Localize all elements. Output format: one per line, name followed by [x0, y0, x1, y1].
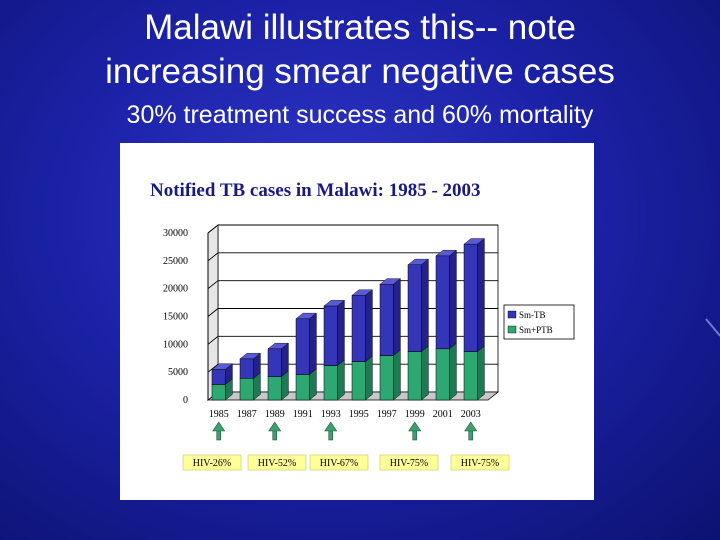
bar-sm-pos-ptb: [267, 376, 282, 401]
bar-sm-pos-ptb: [323, 365, 338, 401]
x-tick-label: 1989: [265, 409, 285, 420]
bar-sm-pos-ptb: [239, 378, 254, 401]
hiv-label-box: [379, 454, 439, 471]
gridline: [207, 252, 498, 262]
bar-sm-neg-tb-side: [337, 299, 345, 366]
bar-sm-neg-tb-side: [393, 278, 401, 356]
y-tick-label: 30000: [163, 228, 188, 239]
x-tick-label: 1995: [349, 409, 369, 420]
x-tick-label: 2003: [461, 409, 481, 420]
bar-sm-neg-tb: [379, 283, 394, 356]
gridline: [207, 224, 498, 234]
annotation-arrow-head: [268, 421, 282, 432]
chart-panel: Notified TB cases in Malawi: 1985 - 2003…: [120, 143, 594, 500]
bar-sm-neg-tb-side: [253, 352, 261, 379]
bar-sm-neg-tb: [267, 348, 282, 377]
bar-sm-pos-ptb-side: [421, 345, 429, 401]
hiv-label-box: [247, 454, 307, 471]
tb-cases-chart: Notified TB cases in Malawi: 1985 - 2003…: [150, 180, 575, 471]
hiv-label: HIV-75%: [390, 458, 429, 469]
bar-sm-neg-tb-side: [225, 363, 233, 385]
bar-sm-pos-ptb: [295, 374, 310, 401]
bar-sm-pos-ptb-side: [337, 359, 345, 401]
hiv-label: HIV-75%: [461, 458, 500, 469]
gridline: [207, 335, 498, 345]
bar-sm-pos-ptb: [463, 351, 478, 401]
y-tick-label: 15000: [163, 312, 188, 323]
bar-sm-neg-tb-side: [449, 249, 457, 350]
gridline: [207, 308, 498, 317]
bar-sm-pos-ptb-side: [449, 342, 457, 401]
annotation-arrow-head: [408, 421, 422, 432]
bar-sm-pos-ptb: [379, 355, 394, 401]
bar-sm-pos-ptb: [351, 361, 366, 401]
y-tick-label: 25000: [163, 256, 188, 267]
hiv-label: HIV-26%: [193, 458, 232, 469]
hiv-label-box: [450, 454, 510, 471]
bar-sm-neg-tb-side: [309, 312, 317, 375]
bar-sm-neg-tb: [323, 305, 338, 366]
hiv-label-box: [309, 454, 369, 471]
legend-box: [503, 304, 575, 340]
decorative-line: [705, 318, 720, 337]
bar-sm-neg-tb: [239, 358, 254, 379]
bar-sm-pos-ptb: [407, 351, 422, 401]
bar-sm-pos-ptb-side: [365, 355, 373, 401]
annotation-arrow-shaft: [468, 429, 474, 441]
bar-sm-pos-ptb-side: [477, 345, 485, 401]
annotation-arrow-shaft: [216, 429, 222, 441]
hiv-label-box: [182, 454, 242, 471]
hiv-label: HIV-52%: [258, 458, 297, 469]
annotation-arrow-head: [212, 421, 226, 432]
bar-sm-neg-tb-side: [421, 258, 429, 352]
legend-swatch-sm-pos: [507, 325, 517, 334]
bar-sm-neg-tb-side: [365, 289, 373, 363]
annotation-arrow-shaft: [412, 429, 418, 441]
hiv-label: HIV-67%: [320, 458, 359, 469]
slide-title-line-1: Malawi illustrates this-- note: [144, 8, 576, 47]
x-tick-label: 1987: [237, 409, 257, 420]
annotation-arrow-shaft: [328, 429, 334, 441]
annotation-arrow-shaft: [272, 429, 278, 441]
x-tick-label: 1999: [405, 409, 425, 420]
slide-title-line-2: increasing smear negative cases: [105, 52, 615, 91]
y-tick-label: 0: [183, 395, 188, 406]
x-tick-label: 2001: [433, 409, 453, 420]
gridline: [207, 363, 498, 373]
x-tick-label: 1985: [209, 409, 229, 420]
y-tick-label: 5000: [168, 367, 188, 378]
bar-sm-neg-tb: [211, 369, 226, 385]
x-tick-label: 1997: [377, 409, 397, 420]
bar-sm-pos-ptb: [211, 384, 226, 401]
bar-sm-neg-tb: [435, 255, 450, 350]
annotation-arrow-head: [464, 421, 478, 432]
bar-sm-neg-tb: [463, 243, 478, 352]
legend-label-sm-neg: Sm-TB: [519, 310, 546, 320]
bar-sm-neg-tb: [407, 264, 422, 352]
annotation-arrow-head: [324, 421, 338, 432]
bar-sm-pos-ptb-side: [393, 349, 401, 401]
y-tick-label: 10000: [163, 339, 188, 350]
chart-title: Notified TB cases in Malawi: 1985 - 2003: [150, 180, 481, 201]
x-tick-label: 1991: [293, 409, 313, 420]
legend-label-sm-pos: Sm+PTB: [519, 325, 553, 335]
bar-sm-neg-tb-side: [477, 238, 485, 352]
bar-sm-neg-tb: [295, 318, 310, 375]
bar-sm-neg-tb: [351, 295, 366, 362]
y-tick-label: 20000: [163, 284, 188, 295]
bar-sm-neg-tb-side: [281, 342, 289, 378]
legend-swatch-sm-neg: [507, 310, 517, 319]
slide-subtitle: 30% treatment success and 60% mortality: [126, 101, 594, 129]
gridline: [207, 280, 498, 290]
x-tick-label: 1993: [321, 409, 341, 420]
bar-sm-pos-ptb: [435, 348, 450, 401]
